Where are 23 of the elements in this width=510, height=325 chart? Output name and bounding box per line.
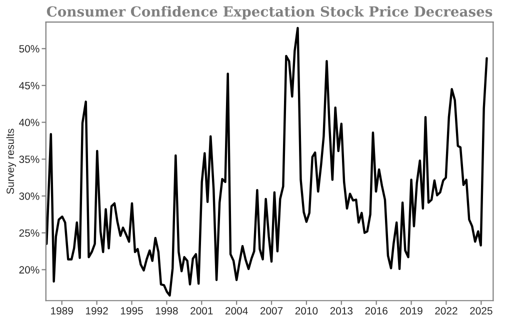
- y-tick-label: 20%: [19, 266, 40, 274]
- chart-title: Consumer Confidence Expectation Stock Price Decreases: [46, 6, 492, 20]
- x-tick-label: 2019: [400, 307, 422, 315]
- x-tick-label: 1989: [51, 307, 73, 315]
- line-series: [46, 26, 488, 297]
- x-tick-label: 2013: [330, 307, 353, 315]
- y-tick-label: 45%: [19, 82, 40, 90]
- x-tick-label: 2016: [365, 307, 388, 315]
- y-tick-label: 35%: [19, 156, 40, 164]
- x-tick-label: 2010: [295, 307, 318, 315]
- y-tick-label: 40%: [19, 118, 40, 126]
- x-tick-label: 1995: [120, 307, 143, 315]
- y-axis-title: Survey results: [6, 128, 16, 194]
- y-tick-label: 30%: [19, 192, 40, 200]
- x-tick-label: 2001: [190, 307, 213, 315]
- x-tick-label: 1998: [156, 307, 178, 315]
- x-tick-label: 2025: [470, 307, 492, 315]
- x-tick-label: 2022: [435, 307, 458, 315]
- y-tick-label: 25%: [19, 229, 40, 237]
- x-tick-label: 1992: [86, 307, 108, 315]
- x-tick-label: 2007: [260, 307, 283, 315]
- y-tick-label: 50%: [19, 45, 40, 53]
- x-tick-label: 2004: [226, 307, 248, 315]
